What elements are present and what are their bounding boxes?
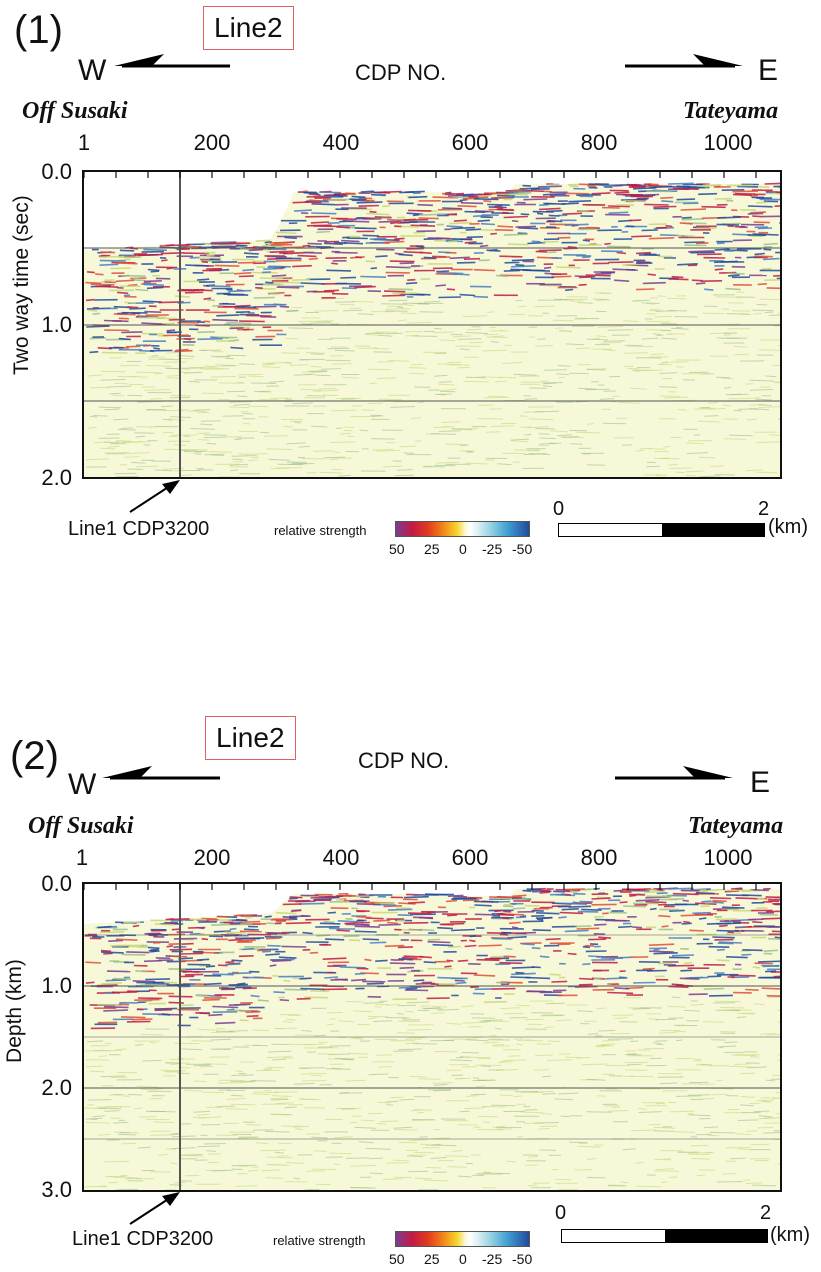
colorbar <box>395 1231 530 1247</box>
colorbar-tick: -25 <box>482 541 502 557</box>
west-place-label: Off Susaki <box>28 813 134 840</box>
marker-label: Line1 CDP3200 <box>68 518 209 541</box>
x-axis-title: CDP NO. <box>355 60 446 86</box>
x-tick-label: 1 <box>78 130 90 156</box>
marker-arrow-icon <box>126 476 186 516</box>
panel-number: (1) <box>14 10 63 50</box>
colorbar-tick: 0 <box>459 1251 467 1267</box>
colorbar-tick: 25 <box>424 541 440 557</box>
marker-label: Line1 CDP3200 <box>72 1228 213 1251</box>
x-tick-label: 1000 <box>704 130 753 156</box>
west-arrow-icon <box>100 764 222 788</box>
y-tick-label: 0.0 <box>12 871 72 897</box>
x-tick-label: 400 <box>323 845 360 871</box>
scale-start-label: 0 <box>555 1202 566 1225</box>
seismic-section <box>82 882 782 1192</box>
east-arrow-icon <box>623 52 745 76</box>
west-label: W <box>68 770 96 800</box>
scale-bar <box>561 1229 768 1243</box>
y-tick-label: 2.0 <box>12 1075 72 1101</box>
colorbar-tick: -50 <box>512 1251 532 1267</box>
scale-unit-label: (km) <box>768 516 808 539</box>
x-tick-label: 200 <box>194 845 231 871</box>
seismic-section <box>82 170 782 479</box>
legend-title: relative strength <box>273 1233 366 1248</box>
x-tick-label: 800 <box>581 845 618 871</box>
y-axis-title: Two way time (sec) <box>10 215 34 375</box>
x-tick-label: 800 <box>581 130 618 156</box>
legend-title: relative strength <box>274 523 367 538</box>
x-tick-label: 600 <box>452 845 489 871</box>
west-arrow-icon <box>112 52 232 76</box>
west-label: W <box>78 56 106 86</box>
colorbar-tick: 0 <box>459 541 467 557</box>
scale-end-label: 2 <box>760 1202 771 1225</box>
seismic-panel-1: (1) Line2 W CDP NO. E Off Susaki Tateyam… <box>0 0 821 560</box>
seismic-image <box>84 172 780 477</box>
colorbar-tick: 25 <box>424 1251 440 1267</box>
x-tick-label: 1 <box>76 845 88 871</box>
colorbar-tick: -25 <box>482 1251 502 1267</box>
x-tick-label: 200 <box>194 130 231 156</box>
east-arrow-icon <box>613 764 735 788</box>
marker-arrow-icon <box>126 1188 186 1228</box>
east-place-label: Tateyama <box>683 98 778 125</box>
y-tick-label: 2.0 <box>12 465 72 491</box>
line-label: Line2 <box>205 716 296 760</box>
colorbar-tick: -50 <box>512 541 532 557</box>
scale-unit-label: (km) <box>770 1224 810 1247</box>
east-label: E <box>750 768 770 798</box>
line-label: Line2 <box>203 6 294 50</box>
y-tick-label: 3.0 <box>12 1177 72 1203</box>
x-tick-label: 400 <box>323 130 360 156</box>
y-tick-label: 1.0 <box>12 973 72 999</box>
x-axis-title: CDP NO. <box>358 748 449 774</box>
colorbar-tick: 50 <box>389 1251 405 1267</box>
east-label: E <box>758 56 778 86</box>
y-tick-label: 0.0 <box>12 159 72 185</box>
y-tick-label: 1.0 <box>12 312 72 338</box>
colorbar-tick: 50 <box>389 541 405 557</box>
panel-number: (2) <box>10 736 59 776</box>
west-place-label: Off Susaki <box>22 98 128 125</box>
seismic-image <box>84 884 780 1190</box>
seismic-panel-2: (2) Line2 W CDP NO. E Off Susaki Tateyam… <box>0 712 821 1272</box>
colorbar <box>395 521 530 537</box>
scale-bar <box>558 523 765 537</box>
x-tick-label: 1000 <box>704 845 753 871</box>
east-place-label: Tateyama <box>688 813 783 840</box>
scale-start-label: 0 <box>553 498 564 521</box>
x-tick-label: 600 <box>452 130 489 156</box>
